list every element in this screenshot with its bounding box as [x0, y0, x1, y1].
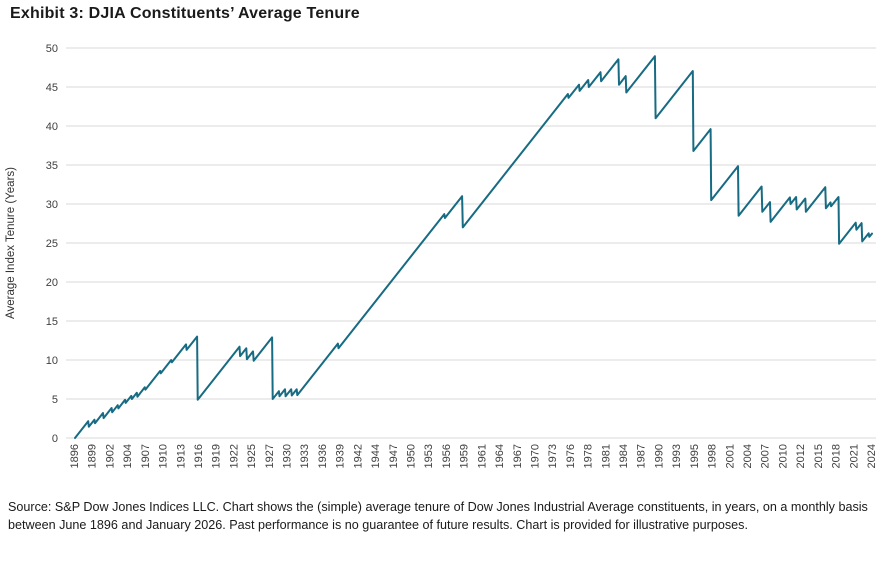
x-tick-label-1947: 1947: [388, 444, 400, 468]
x-tick-label-1907: 1907: [140, 444, 152, 468]
x-tick-label-2021: 2021: [848, 444, 860, 468]
y-tick-label-5: 5: [52, 394, 58, 406]
x-tick-label-1919: 1919: [211, 444, 223, 468]
y-tick-label-35: 35: [46, 160, 58, 172]
y-tick-label-10: 10: [46, 355, 58, 367]
x-tick-label-1913: 1913: [175, 444, 187, 468]
y-tick-label-45: 45: [46, 82, 58, 94]
x-tick-label-1959: 1959: [459, 444, 471, 468]
x-tick-label-1904: 1904: [122, 444, 134, 468]
x-tick-label-2012: 2012: [795, 444, 807, 468]
x-tick-label-2018: 2018: [831, 444, 843, 468]
x-tick-label-2001: 2001: [724, 444, 736, 468]
x-tick-label-1896: 1896: [69, 444, 81, 468]
tenure-series-line: [74, 55, 873, 439]
x-tick-label-1970: 1970: [529, 444, 541, 468]
x-tick-label-1995: 1995: [689, 444, 701, 468]
x-tick-label-1922: 1922: [228, 444, 240, 468]
x-tick-label-2024: 2024: [866, 444, 878, 468]
x-tick-label-1950: 1950: [406, 444, 418, 468]
x-tick-label-1944: 1944: [370, 444, 382, 468]
x-tick-label-1910: 1910: [158, 444, 170, 468]
y-tick-label-15: 15: [46, 316, 58, 328]
x-tick-label-1953: 1953: [423, 444, 435, 468]
y-tick-label-30: 30: [46, 199, 58, 211]
x-tick-label-1981: 1981: [600, 444, 612, 468]
x-tick-label-1956: 1956: [441, 444, 453, 468]
x-tick-label-1916: 1916: [193, 444, 205, 468]
x-tick-label-2004: 2004: [742, 444, 754, 468]
y-tick-label-20: 20: [46, 277, 58, 289]
y-tick-label-50: 50: [46, 43, 58, 55]
x-tick-label-1976: 1976: [565, 444, 577, 468]
x-tick-label-1961: 1961: [476, 444, 488, 468]
x-tick-label-1987: 1987: [636, 444, 648, 468]
x-tick-label-1936: 1936: [317, 444, 329, 468]
x-tick-label-2015: 2015: [813, 444, 825, 468]
x-tick-label-2010: 2010: [777, 444, 789, 468]
x-tick-label-1942: 1942: [352, 444, 364, 468]
x-tick-label-1899: 1899: [87, 444, 99, 468]
x-tick-label-1930: 1930: [282, 444, 294, 468]
x-tick-label-1973: 1973: [547, 444, 559, 468]
x-tick-label-1978: 1978: [583, 444, 595, 468]
tenure-line-chart: 0 5 10 15 20 25 30 35 40 45 50 1896 1899 1902 1904 1907…: [5, 43, 878, 468]
source-note: Source: S&P Dow Jones Indices LLC. Chart…: [8, 500, 868, 532]
x-tick-label-1990: 1990: [653, 444, 665, 468]
x-tick-label-1933: 1933: [299, 444, 311, 468]
x-tick-label-1902: 1902: [104, 444, 116, 468]
x-tick-label-1964: 1964: [494, 444, 506, 468]
x-tick-label-2007: 2007: [760, 444, 772, 468]
x-tick-label-1984: 1984: [618, 444, 630, 468]
x-tick-label-1967: 1967: [512, 444, 524, 468]
y-axis-title: Average Index Tenure (Years): [5, 167, 17, 319]
x-tick-label-1925: 1925: [246, 444, 258, 468]
page-title: Exhibit 3: DJIA Constituents’ Average Te…: [10, 5, 360, 22]
x-tick-label-1993: 1993: [671, 444, 683, 468]
x-tick-label-1939: 1939: [335, 444, 347, 468]
y-tick-label-25: 25: [46, 238, 58, 250]
x-tick-label-1998: 1998: [707, 444, 719, 468]
y-tick-label-0: 0: [52, 433, 58, 445]
y-tick-label-40: 40: [46, 121, 58, 133]
x-tick-label-1927: 1927: [264, 444, 276, 468]
